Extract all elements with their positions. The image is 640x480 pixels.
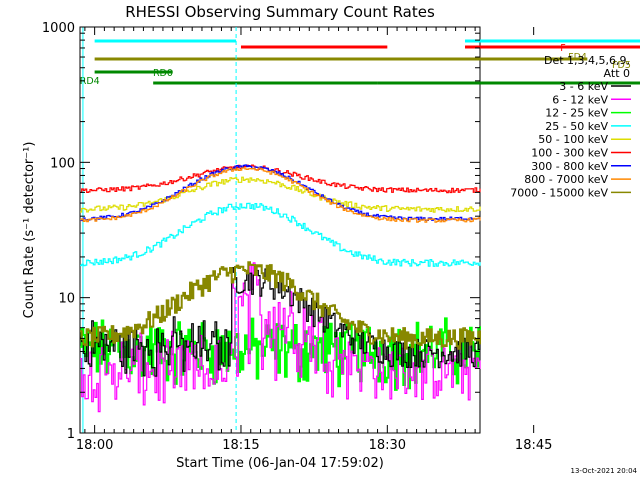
x-axis-label: Start Time (06-Jan-04 17:59:02) (176, 456, 384, 471)
x-tick-label: 18:30 (369, 438, 406, 453)
legend-label: 100 - 300 keV (531, 147, 608, 160)
y-tick-label: 10 (58, 292, 75, 307)
y-tick-label: 1000 (42, 21, 75, 36)
state-label-fd5: FD5 (612, 60, 631, 71)
series-line (80, 164, 481, 194)
legend-header-detectors: Det 1,3,4,5,6,9, (544, 54, 630, 67)
state-label-rd0: RD0 (153, 68, 173, 79)
state-label-f: F (560, 43, 565, 54)
series-line (80, 176, 481, 213)
legend-label: 800 - 7000 keV (524, 173, 608, 186)
legend-label: 25 - 50 keV (545, 120, 608, 133)
legend-label: 3 - 6 keV (559, 80, 608, 93)
legend-header-attenuator: Att 0 (604, 67, 630, 80)
axis-ticks: 18:0018:1518:3018:4519:0019:1519:3011010… (42, 21, 552, 453)
series-line (80, 167, 481, 223)
x-tick-label: 18:00 (76, 438, 113, 453)
legend-label: 7000 - 15000 keV (510, 186, 608, 199)
legend-label: 12 - 25 keV (545, 107, 608, 120)
state-label-rd4: RD4 (80, 76, 100, 87)
y-tick-label: 100 (50, 156, 75, 171)
series-line (80, 202, 481, 267)
x-tick-label: 18:15 (222, 438, 259, 453)
x-tick-label: 18:45 (515, 438, 552, 453)
generation-date: 13-Oct-2021 20:04 (571, 467, 638, 475)
legend-label: 6 - 12 keV (552, 93, 608, 106)
chart-title: RHESSI Observing Summary Count Rates (125, 3, 435, 21)
y-axis-label: Count Rate (s⁻¹ detector⁻¹) (22, 142, 37, 319)
plot-area: NFFD4FD5RD0RD4 (79, 26, 640, 434)
legend-label: 50 - 100 keV (538, 133, 608, 146)
legend-label: 300 - 800 keV (531, 160, 608, 173)
series-line (80, 261, 481, 350)
series-line (80, 262, 481, 413)
y-tick-label: 1 (67, 427, 75, 442)
